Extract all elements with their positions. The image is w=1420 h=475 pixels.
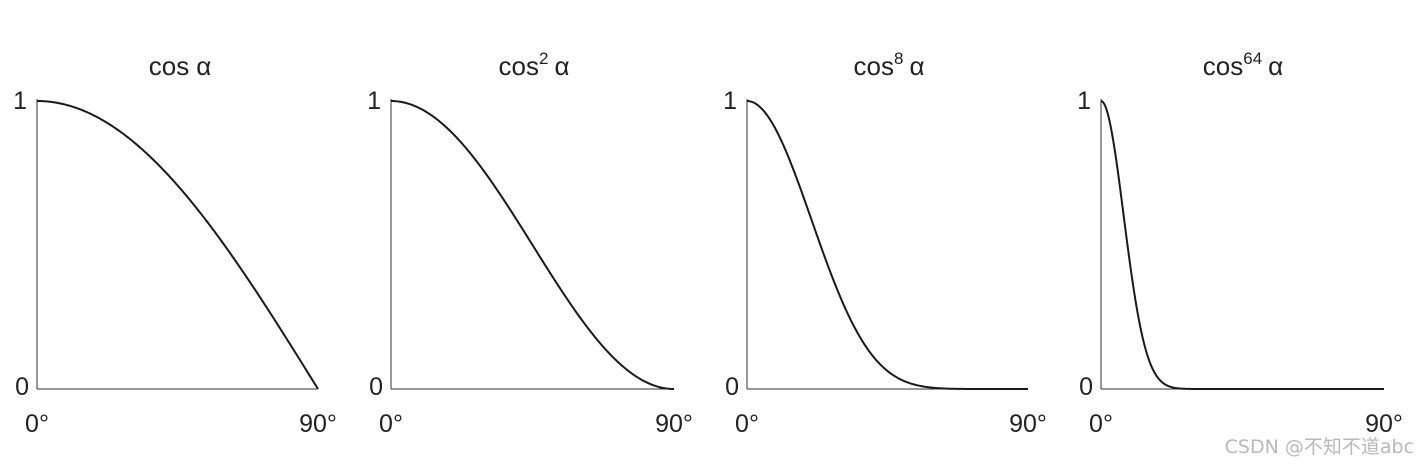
x-min-label: 0° — [25, 410, 49, 438]
y-min-label: 0 — [725, 373, 739, 401]
title-exponent: 64 — [1243, 49, 1262, 68]
chart-title: cos64 α — [1203, 49, 1283, 81]
x-min-label: 0° — [735, 410, 759, 438]
title-variable: α — [196, 51, 211, 81]
chart-title: cos8 α — [854, 49, 925, 81]
y-min-label: 0 — [1079, 373, 1093, 401]
x-max-label: 90° — [299, 410, 337, 438]
title-exponent: 2 — [539, 49, 548, 68]
curve-line — [36, 100, 319, 390]
curve-line — [390, 100, 675, 390]
chart-panel-3: cos8 α 1 0 0° 90° — [723, 49, 1047, 438]
chart-panel-4: cos64 α 1 0 0° 90° — [1077, 49, 1403, 438]
curve-line — [746, 100, 1028, 390]
chart-title: cos2 α — [499, 49, 570, 81]
y-max-label: 1 — [367, 87, 381, 115]
title-base: cos — [1203, 51, 1243, 81]
title-variable: α — [554, 51, 569, 81]
y-max-label: 1 — [723, 87, 737, 115]
x-max-label: 90° — [655, 410, 693, 438]
title-base: cos — [499, 51, 539, 81]
title-base: cos — [854, 51, 894, 81]
chart-panel-1: cos α 1 0 0° 90° — [13, 51, 337, 438]
chart-panel-2: cos2 α 1 0 0° 90° — [367, 49, 693, 438]
curve-line — [1100, 100, 1384, 390]
title-variable: α — [1268, 51, 1283, 81]
y-max-label: 1 — [13, 87, 27, 115]
title-variable: α — [909, 51, 924, 81]
x-min-label: 0° — [1089, 410, 1113, 438]
x-max-label: 90° — [1009, 410, 1047, 438]
y-min-label: 0 — [369, 373, 383, 401]
y-min-label: 0 — [15, 373, 29, 401]
title-exponent: 8 — [894, 49, 903, 68]
watermark-text: CSDN @不知不道abc — [1224, 436, 1414, 458]
y-max-label: 1 — [1077, 87, 1091, 115]
title-base: cos — [149, 51, 189, 81]
x-max-label: 90° — [1365, 410, 1403, 438]
chart-title: cos α — [149, 51, 212, 81]
x-min-label: 0° — [379, 410, 403, 438]
